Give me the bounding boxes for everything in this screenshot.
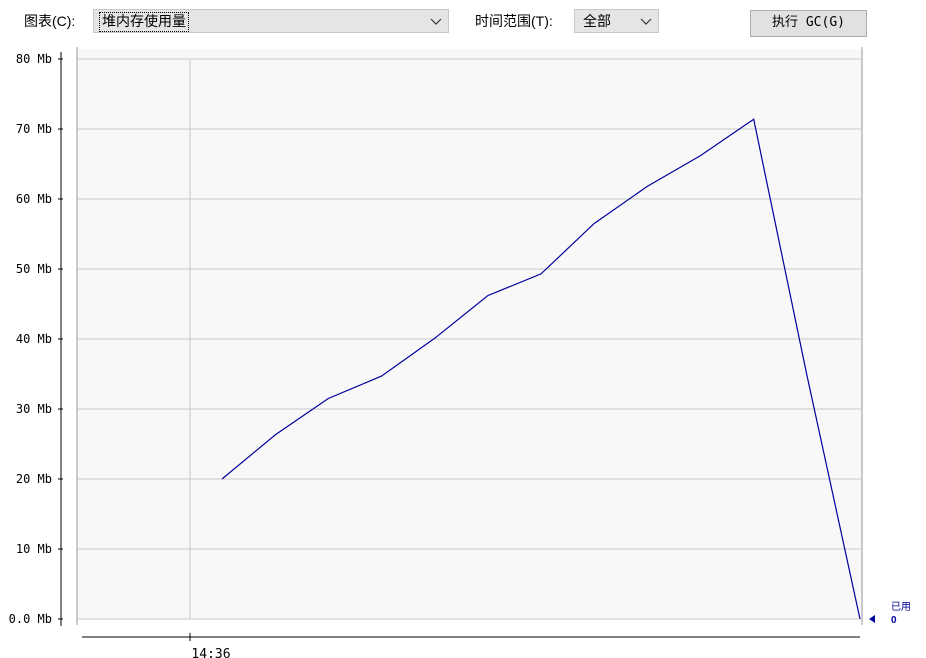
y-tick-label: 40 Mb xyxy=(16,332,52,346)
chart-type-value: 堆内存使用量 xyxy=(99,12,189,32)
y-tick-label: 80 Mb xyxy=(16,52,52,66)
legend-series-name: 已用 xyxy=(891,602,911,613)
time-range-label: 时间范围(T): xyxy=(475,13,553,29)
y-tick-label: 30 Mb xyxy=(16,402,52,416)
y-tick-label: 20 Mb xyxy=(16,472,52,486)
y-tick-label: 60 Mb xyxy=(16,192,52,206)
chart-type-label: 图表(C): xyxy=(24,13,76,29)
y-tick-label: 70 Mb xyxy=(16,122,52,136)
current-value-marker xyxy=(869,615,875,623)
legend-current-value: 0 xyxy=(891,615,897,626)
x-tick-label: 14:36 xyxy=(191,647,230,658)
series-line-used xyxy=(221,118,861,620)
plot-area xyxy=(77,49,863,619)
chevron-down-icon xyxy=(430,18,442,25)
y-tick-label: 10 Mb xyxy=(16,542,52,556)
chevron-down-icon xyxy=(640,18,652,25)
y-tick-label: 50 Mb xyxy=(16,262,52,276)
time-range-dropdown[interactable]: 全部 xyxy=(574,9,659,33)
chart-type-dropdown[interactable]: 堆内存使用量 xyxy=(93,9,449,33)
time-range-value: 全部 xyxy=(583,13,611,29)
y-tick-label: 0.0 Mb xyxy=(9,612,52,626)
perform-gc-button[interactable]: 执行 GC(G) xyxy=(750,10,867,37)
